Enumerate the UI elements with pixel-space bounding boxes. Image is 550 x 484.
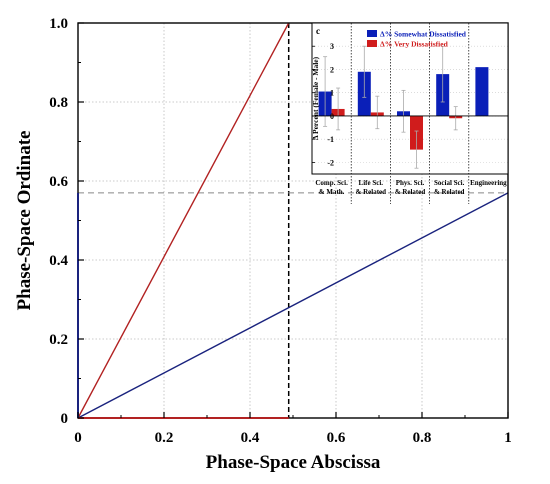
x-tick-label: 0.2 — [155, 430, 174, 446]
main-series-lines — [77, 22, 509, 419]
x-axis-title: Phase-Space Abscissa — [206, 452, 381, 473]
inset-y-tick-label: 1 — [330, 89, 334, 98]
inset-category-labels: Comp. Sci.& Math.Life Sci.& RelatedPhys.… — [315, 179, 507, 196]
inset-y-tick-label: -1 — [327, 135, 334, 144]
y-tick-label: 0.4 — [49, 253, 68, 269]
inset-category-label: Life Sci. — [359, 179, 384, 187]
x-tick-label: 1 — [504, 430, 512, 446]
inset-legend-swatch — [367, 30, 377, 37]
main-axis-highlights — [77, 192, 289, 419]
main-reference-lines — [78, 23, 508, 418]
inset-y-tick-label: 0 — [330, 112, 334, 121]
inset-legend-swatch — [367, 40, 377, 47]
inset-legend-label: Δ% Somewhat Dissatisfied — [380, 30, 467, 39]
inset-ticks: -2 -1 0 1 2 3 — [312, 42, 334, 167]
inset-category-label: & Related — [356, 188, 387, 196]
y-tick-label: 0.2 — [49, 332, 68, 348]
x-tick-label: 0 — [74, 430, 82, 446]
main-ticks: 0 0.2 0.4 0.6 0.8 1 0 0.2 0.4 0.6 0.8 1.0 — [49, 16, 512, 446]
inset-panel-label: c — [316, 26, 320, 36]
series-line-2 — [77, 192, 509, 419]
inset-y-axis-title: Δ Percent (Female - Male) — [311, 56, 320, 140]
y-tick-label: 0.8 — [49, 95, 68, 111]
y-tick-label: 0 — [61, 411, 69, 427]
inset-category-label: Comp. Sci. — [315, 179, 348, 187]
y-tick-label: 0.6 — [49, 174, 68, 190]
inset-y-tick-label: -2 — [327, 158, 334, 167]
y-tick-label: 1.0 — [49, 16, 68, 32]
inset-frame — [311, 22, 509, 175]
inset-y-tick-label: 3 — [330, 42, 334, 51]
main-grid — [78, 23, 508, 418]
inset-category-label: & Related — [395, 188, 426, 196]
y-axis-title: Phase-Space Ordinate — [14, 131, 35, 311]
x-tick-label: 0.8 — [413, 430, 432, 446]
inset-y-tick-label: 2 — [330, 65, 334, 74]
inset-bar — [475, 67, 489, 116]
inset-category-label: & Related — [434, 188, 465, 196]
inset-category-label: Engineering — [470, 179, 507, 187]
inset-error-bars — [323, 45, 458, 169]
inset-category-label: Phys. Sci. — [396, 179, 425, 187]
inset-category-label: Social Sci. — [434, 179, 465, 187]
x-tick-label: 0.6 — [327, 430, 346, 446]
inset-category-label: & Math. — [319, 188, 345, 196]
inset-legend-label: Δ% Very Dissatisfied — [380, 40, 449, 49]
series-line-1 — [77, 22, 290, 419]
x-tick-label: 0.4 — [241, 430, 260, 446]
